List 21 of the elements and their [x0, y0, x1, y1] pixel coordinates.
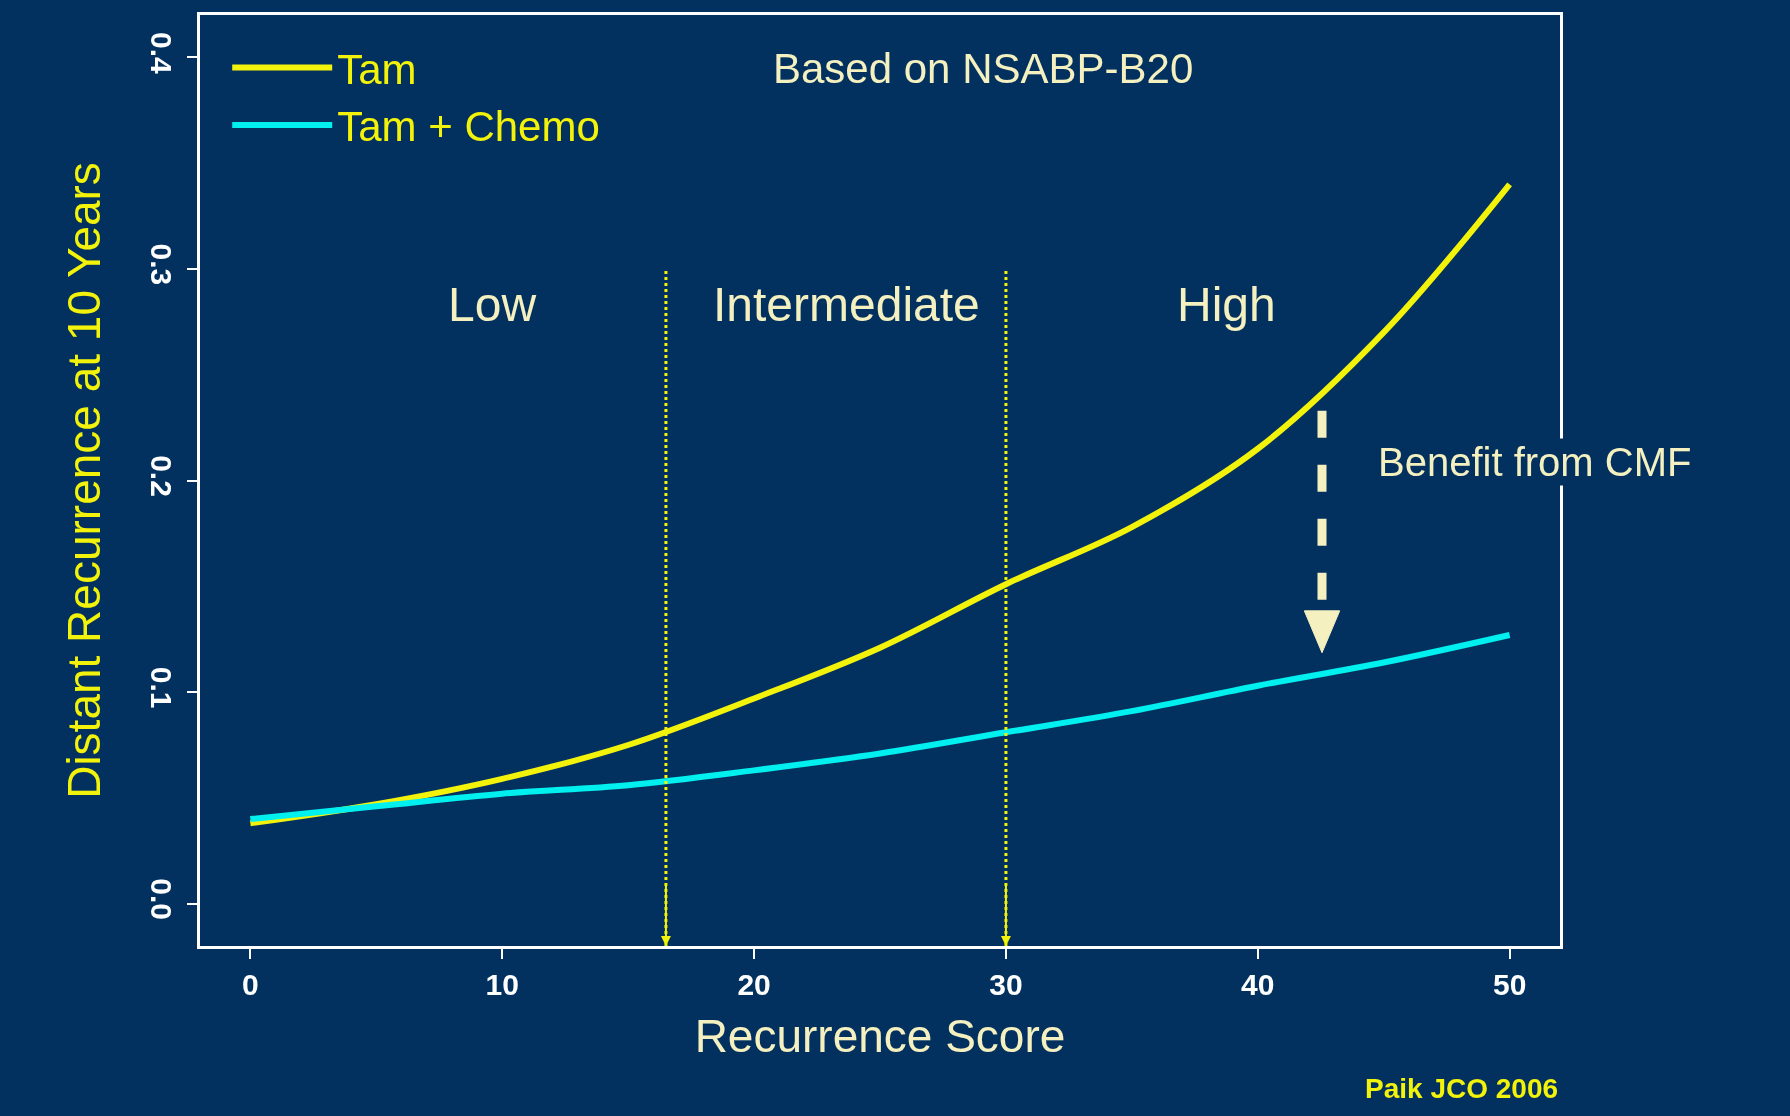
text: Paik JCO 2006 [1365, 1073, 1559, 1104]
x-tick-label: 30 [989, 968, 1023, 1001]
annotation: Low [448, 278, 537, 331]
x-tick-label: 20 [737, 968, 771, 1001]
y-tick-label: 0.1 [145, 666, 178, 709]
y-tick-label: 0.0 [145, 878, 178, 921]
y-tick-label: 0.4 [145, 31, 178, 74]
legend-label: Tam + Chemo [337, 103, 600, 151]
y-tick-label: 0.2 [145, 455, 178, 497]
x-tick-label: 10 [485, 968, 519, 1001]
annotation: Benefit from CMF [1378, 440, 1692, 484]
y-tick-label: 0.3 [145, 243, 178, 286]
annotation: High [1177, 278, 1276, 331]
annotation: Based on NSABP-B20 [773, 45, 1194, 92]
x-tick-label: 0 [242, 968, 259, 1001]
annotation: Intermediate [713, 278, 980, 331]
x-tick-label: 50 [1492, 968, 1527, 1001]
x-tick-label: 40 [1241, 968, 1275, 1001]
y-axis-title: Distant Recurrence at 10 Years [58, 162, 111, 799]
x-axis-title: Recurrence Score [694, 1009, 1066, 1062]
legend-label: Tam [337, 45, 417, 93]
